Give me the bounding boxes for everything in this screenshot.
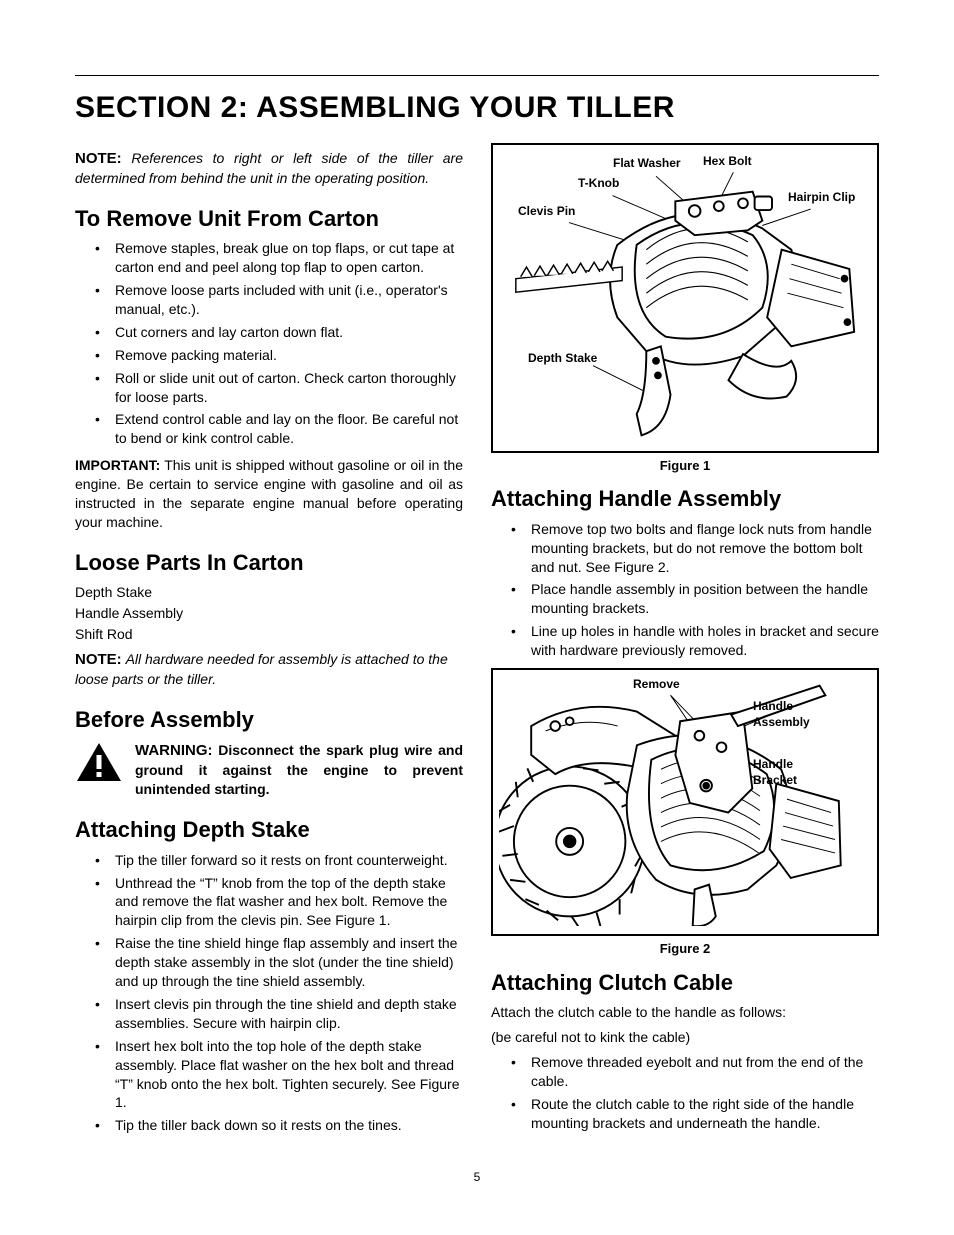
loose-note: NOTE: All hardware needed for assembly i… [75,650,463,689]
loose-part: Depth Stake [75,583,463,602]
list-item: Tip the tiller forward so it rests on fr… [75,851,463,870]
note-lead: NOTE: [75,150,122,167]
figure-2-caption: Figure 2 [491,940,879,958]
clutch-intro-1: Attach the clutch cable to the handle as… [491,1003,879,1022]
figure-1: Flat Washer Hex Bolt T-Knob Clevis Pin H… [491,143,879,453]
loose-part: Shift Rod [75,625,463,644]
label-hex-bolt: Hex Bolt [703,153,752,169]
label-remove: Remove [633,676,680,692]
list-item: Route the clutch cable to the right side… [491,1095,879,1133]
note-body: References to right or left side of the … [75,150,463,186]
list-item: Place handle assembly in position betwee… [491,580,879,618]
label-t-knob: T-Knob [578,175,619,191]
list-item: Roll or slide unit out of carton. Check … [75,369,463,407]
list-remove-unit: Remove staples, break glue on top flaps,… [75,239,463,448]
top-rule [75,75,879,76]
heading-remove-unit: To Remove Unit From Carton [75,204,463,234]
list-item: Remove packing material. [75,346,463,365]
figure-2: Remove Handle Assembly Handle Bracket [491,668,879,936]
note-lead: NOTE: [75,651,122,668]
label-flat-washer: Flat Washer [613,155,681,171]
list-item: Unthread the “T” knob from the top of th… [75,874,463,931]
list-item: Insert clevis pin through the tine shiel… [75,995,463,1033]
label-clevis-pin: Clevis Pin [518,203,575,219]
label-handle-assembly: Handle Assembly [753,698,823,730]
list-item: Cut corners and lay carton down flat. [75,323,463,342]
list-depth-stake: Tip the tiller forward so it rests on fr… [75,851,463,1135]
label-hairpin-clip: Hairpin Clip [788,189,855,205]
heading-before-assembly: Before Assembly [75,705,463,735]
left-column: NOTE: References to right or left side o… [75,143,463,1144]
figure-1-caption: Figure 1 [491,457,879,475]
two-column-layout: NOTE: References to right or left side o… [75,143,879,1144]
note-body: All hardware needed for assembly is atta… [75,651,448,687]
loose-parts-list: Depth Stake Handle Assembly Shift Rod [75,583,463,644]
warning-lead: WARNING: [135,742,213,759]
clutch-intro-2: (be careful not to kink the cable) [491,1028,879,1047]
list-item: Tip the tiller back down so it rests on … [75,1116,463,1135]
loose-part: Handle Assembly [75,604,463,623]
warning-block: WARNING: Disconnect the spark plug wire … [75,741,463,799]
important-lead: IMPORTANT: [75,457,160,473]
label-depth-stake: Depth Stake [528,350,597,366]
list-item: Insert hex bolt into the top hole of the… [75,1037,463,1113]
warning-text: WARNING: Disconnect the spark plug wire … [135,741,463,799]
list-item: Line up holes in handle with holes in br… [491,622,879,660]
list-clutch-cable: Remove threaded eyebolt and nut from the… [491,1053,879,1133]
heading-clutch-cable: Attaching Clutch Cable [491,968,879,998]
heading-handle-assembly: Attaching Handle Assembly [491,484,879,514]
page-number: 5 [75,1169,879,1185]
important-note: IMPORTANT: This unit is shipped without … [75,456,463,532]
top-note: NOTE: References to right or left side o… [75,149,463,188]
list-item: Remove top two bolts and flange lock nut… [491,520,879,577]
list-item: Raise the tine shield hinge flap assembl… [75,934,463,991]
section-title: SECTION 2: ASSEMBLING YOUR TILLER [75,88,879,129]
heading-loose-parts: Loose Parts In Carton [75,548,463,578]
list-item: Remove loose parts included with unit (i… [75,281,463,319]
warning-icon [75,741,123,788]
list-item: Remove threaded eyebolt and nut from the… [491,1053,879,1091]
list-item: Extend control cable and lay on the floo… [75,410,463,448]
heading-depth-stake: Attaching Depth Stake [75,815,463,845]
right-column: Flat Washer Hex Bolt T-Knob Clevis Pin H… [491,143,879,1144]
label-handle-bracket: Handle Bracket [753,756,823,788]
list-item: Remove staples, break glue on top flaps,… [75,239,463,277]
list-handle-assembly: Remove top two bolts and flange lock nut… [491,520,879,660]
